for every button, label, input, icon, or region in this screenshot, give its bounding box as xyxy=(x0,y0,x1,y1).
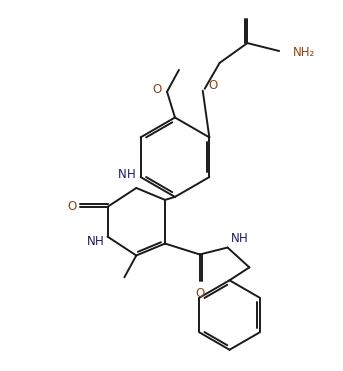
Text: O: O xyxy=(153,83,162,96)
Text: O: O xyxy=(195,287,204,300)
Text: N: N xyxy=(118,168,127,181)
Text: H: H xyxy=(95,235,104,248)
Text: H: H xyxy=(238,232,247,245)
Text: NH₂: NH₂ xyxy=(293,46,315,59)
Text: H: H xyxy=(127,168,136,181)
Text: N: N xyxy=(87,235,96,248)
Text: O: O xyxy=(209,79,218,92)
Text: O: O xyxy=(67,200,76,213)
Text: N: N xyxy=(230,232,239,245)
